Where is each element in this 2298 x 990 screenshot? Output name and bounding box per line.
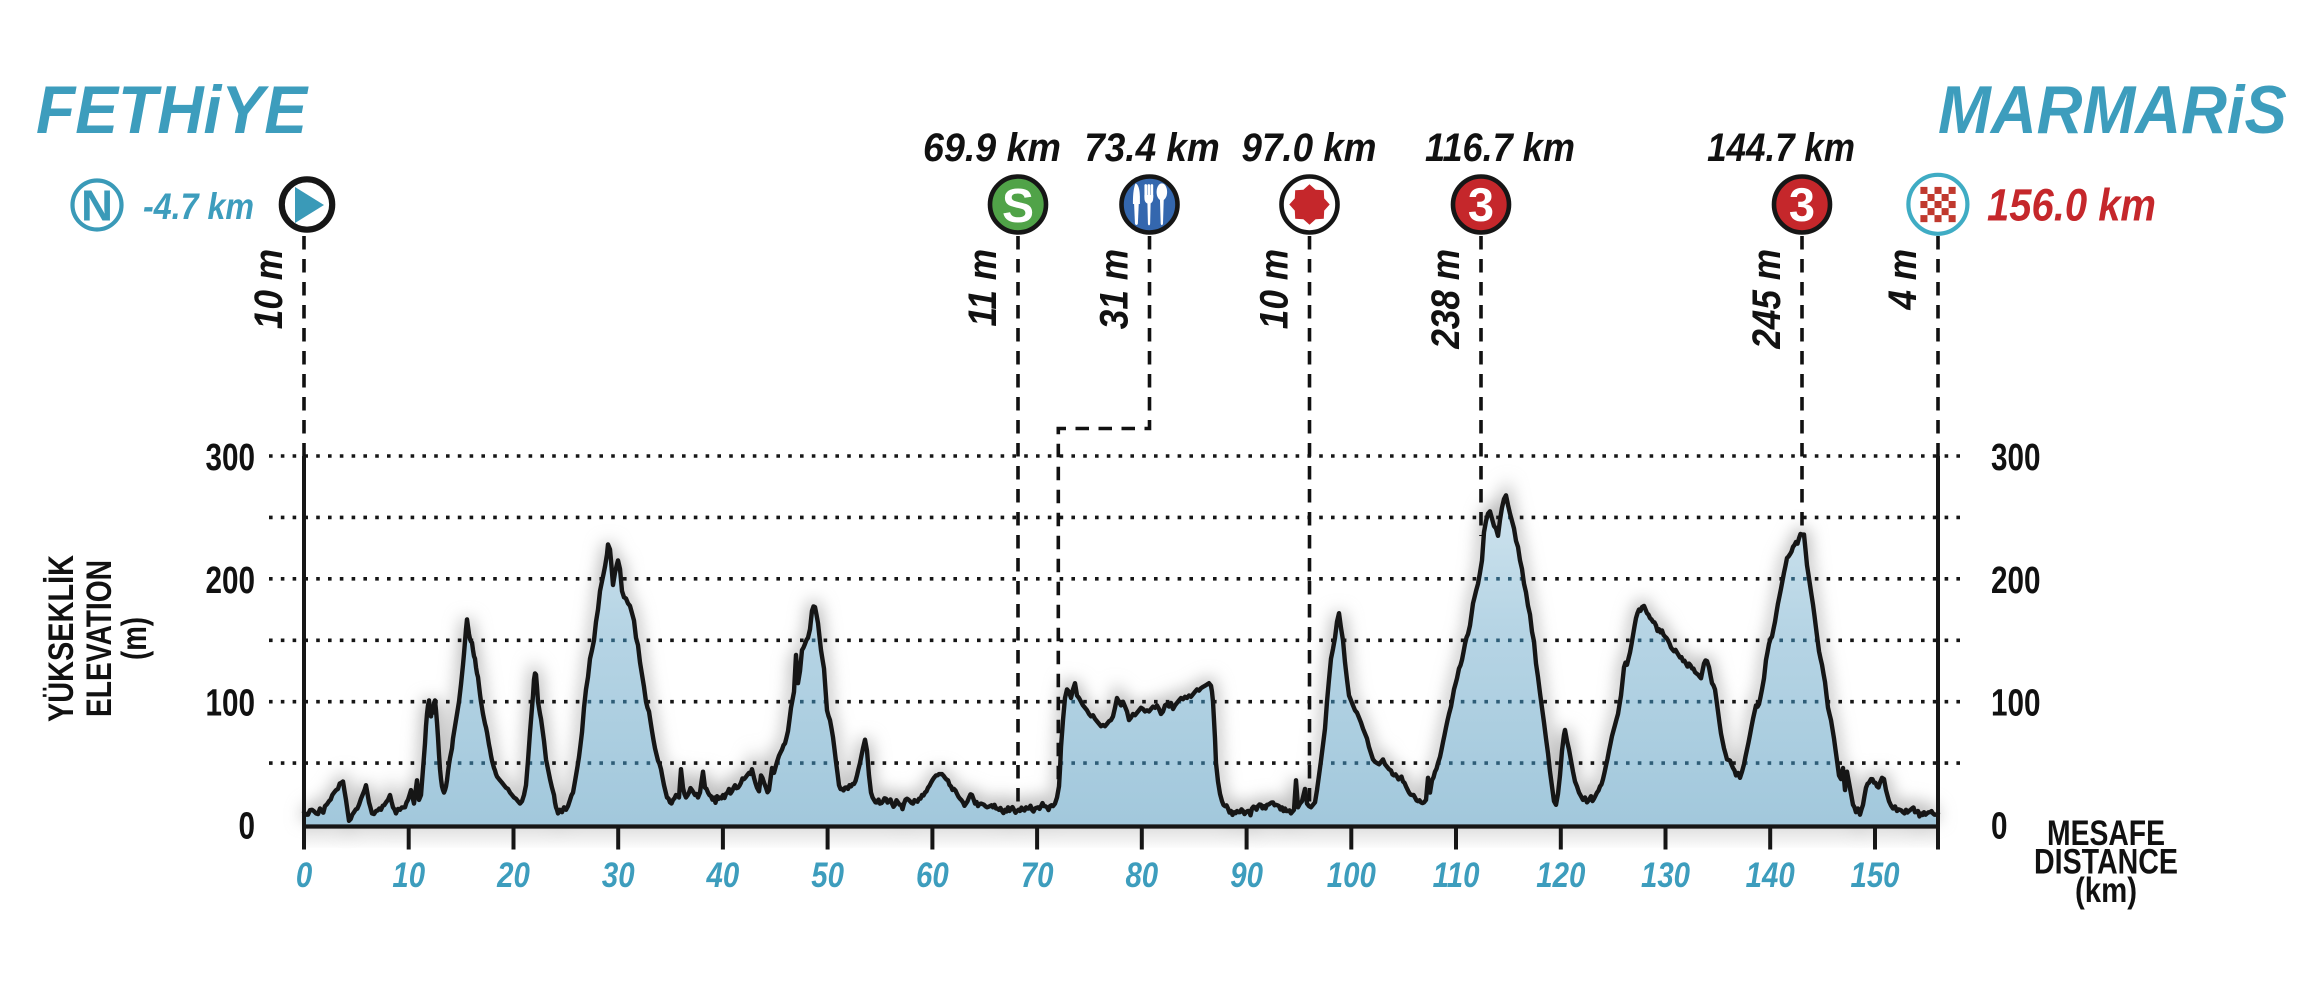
svg-text:200: 200 (206, 559, 255, 601)
svg-text:60: 60 (916, 856, 949, 895)
svg-text:10 m: 10 m (1251, 249, 1296, 329)
svg-text:10: 10 (392, 856, 425, 895)
svg-text:130: 130 (1641, 856, 1690, 895)
svg-text:100: 100 (206, 682, 255, 724)
svg-text:3: 3 (1468, 178, 1494, 231)
svg-text:40: 40 (706, 856, 740, 895)
svg-text:-4.7 km: -4.7 km (143, 187, 254, 228)
svg-text:100: 100 (1991, 682, 2040, 724)
svg-text:150: 150 (1850, 856, 1899, 895)
svg-text:73.4 km: 73.4 km (1084, 126, 1220, 171)
svg-text:30: 30 (602, 856, 635, 895)
svg-text:0: 0 (1991, 805, 2007, 847)
svg-text:YÜKSEKLİK: YÜKSEKLİK (41, 555, 80, 722)
svg-text:300: 300 (206, 437, 255, 479)
svg-text:100: 100 (1327, 856, 1376, 895)
svg-text:200: 200 (1991, 559, 2040, 601)
svg-text:156.0 km: 156.0 km (1987, 180, 2156, 231)
svg-text:97.0 km: 97.0 km (1241, 126, 1376, 171)
svg-text:144.7 km: 144.7 km (1707, 125, 1855, 170)
svg-text:0: 0 (296, 856, 312, 895)
svg-text:N: N (81, 182, 113, 231)
svg-text:MARMARiS: MARMARiS (1938, 71, 2287, 148)
svg-text:S: S (1002, 180, 1034, 233)
svg-text:120: 120 (1536, 856, 1585, 895)
svg-text:238 m: 238 m (1423, 249, 1468, 350)
svg-text:90: 90 (1230, 856, 1263, 895)
svg-text:3: 3 (1789, 178, 1815, 231)
svg-text:116.7 km: 116.7 km (1425, 126, 1575, 170)
svg-text:300: 300 (1991, 437, 2040, 479)
svg-text:140: 140 (1746, 856, 1795, 895)
svg-text:245 m: 245 m (1744, 249, 1789, 350)
svg-text:4 m: 4 m (1880, 249, 1925, 311)
svg-text:11 m: 11 m (960, 249, 1005, 327)
svg-text:MESAFE: MESAFE (2047, 813, 2165, 853)
svg-text:FETHiYE: FETHiYE (36, 72, 309, 148)
svg-text:31 m: 31 m (1091, 249, 1136, 329)
svg-text:DISTANCE: DISTANCE (2034, 842, 2178, 881)
svg-text:69.9 km: 69.9 km (923, 126, 1061, 170)
svg-text:(km): (km) (2075, 871, 2137, 910)
svg-text:110: 110 (1433, 856, 1480, 895)
svg-text:ELEVATION: ELEVATION (79, 560, 119, 717)
svg-text:50: 50 (811, 856, 844, 895)
svg-text:70: 70 (1021, 856, 1054, 895)
svg-text:80: 80 (1125, 856, 1158, 895)
svg-text:(m): (m) (114, 617, 154, 660)
svg-text:10 m: 10 m (246, 249, 291, 329)
svg-text:20: 20 (496, 856, 530, 895)
svg-text:0: 0 (239, 805, 255, 847)
